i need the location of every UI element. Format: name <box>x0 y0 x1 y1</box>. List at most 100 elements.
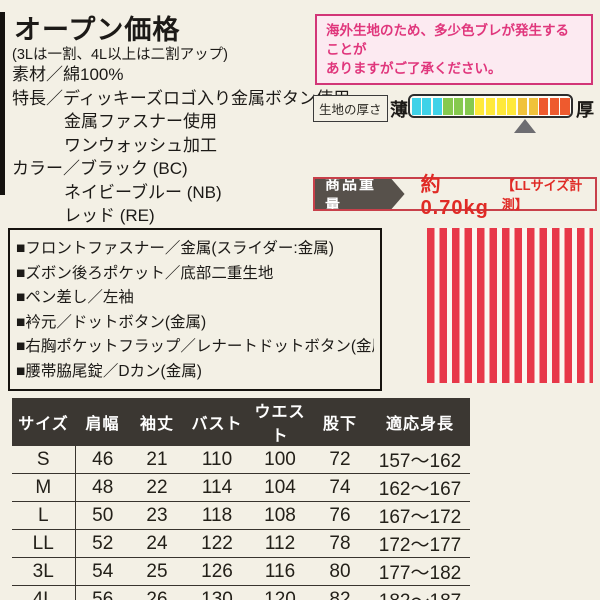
color-variation-notice-box: 海外生地のため、多少色ブレが発生することが ありますがご了承ください。 <box>315 14 593 85</box>
table-cell: M <box>12 473 76 502</box>
table-cell: 110 <box>184 446 250 474</box>
table-cell: 112 <box>250 529 310 558</box>
table-row: LL 52 24 122 112 78 172～177 <box>12 529 470 558</box>
table-row: M 48 22 114 104 74 162～167 <box>12 473 470 502</box>
thin-label: 薄 <box>390 100 408 120</box>
table-cell: 25 <box>130 557 184 586</box>
thickness-segment <box>528 97 538 115</box>
table-cell: 24 <box>130 529 184 558</box>
table-cell: 130 <box>184 585 250 600</box>
table-cell: LL <box>12 529 76 558</box>
weight-value: 約0.70kg <box>420 174 489 219</box>
table-cell: 23 <box>130 501 184 530</box>
table-header-cell: 袖丈 <box>130 398 184 446</box>
table-cell: 177～182 <box>370 557 470 586</box>
table-cell: L <box>12 501 76 530</box>
weight-note: 【LLサイズ計測】 <box>501 178 583 212</box>
thickness-segment <box>496 97 506 115</box>
notice-line-2: ありますがご了承ください。 <box>326 61 502 76</box>
left-accent-bar <box>0 12 5 195</box>
thickness-segment <box>443 97 453 115</box>
thickness-segment <box>507 97 517 115</box>
fabric-thickness-label: 生地の厚さ <box>313 95 388 122</box>
price-title: オープン価格 <box>14 15 181 45</box>
table-row: L 50 23 118 108 76 167～172 <box>12 501 470 530</box>
table-cell: 48 <box>75 473 130 502</box>
table-cell: 157～162 <box>370 446 470 474</box>
table-cell: 3L <box>12 557 76 586</box>
thickness-segment <box>432 97 442 115</box>
table-cell: 122 <box>184 529 250 558</box>
feature-item: ■右胸ポケットフラップ／レナートドットボタン(金属) <box>16 338 374 356</box>
spec-line-feature2: 金属ファスナー使用 <box>64 112 217 131</box>
table-cell: 114 <box>184 473 250 502</box>
table-cell: 167～172 <box>370 501 470 530</box>
table-cell: 50 <box>75 501 130 530</box>
table-cell: 21 <box>130 446 184 474</box>
table-cell: 120 <box>250 585 310 600</box>
thickness-segment <box>549 97 559 115</box>
table-cell: 22 <box>130 473 184 502</box>
feature-list-box: ■フロントファスナー／金属(スライダー:金属) ■ズボン後ろポケット／底部二重生… <box>8 228 382 391</box>
feature-item: ■腰帯脇尾錠／Dカン(金属) <box>16 362 202 380</box>
spec-line-feature3: ワンウォッシュ加工 <box>64 135 217 155</box>
table-cell: 74 <box>310 473 370 502</box>
fabric-swatch <box>427 228 593 383</box>
table-cell: 116 <box>250 557 310 586</box>
table-cell: 76 <box>310 501 370 530</box>
spec-line-color3: レッド (RE) <box>64 206 155 225</box>
weight-label-badge: 商品重量 <box>315 179 405 209</box>
table-cell: 26 <box>130 585 184 600</box>
thickness-segment <box>411 97 421 115</box>
feature-item: ■ペン差し／左袖 <box>16 289 134 307</box>
feature-item: ■フロントファスナー／金属(スライダー:金属) <box>16 240 334 257</box>
thickness-segment <box>539 97 549 115</box>
table-cell: 172～177 <box>370 529 470 558</box>
table-cell: 52 <box>75 529 130 558</box>
table-header-cell: 肩幅 <box>75 398 130 446</box>
thickness-segment <box>475 97 485 115</box>
thickness-segment <box>560 97 570 115</box>
table-cell: 118 <box>184 501 250 530</box>
notice-line-1: 海外生地のため、多少色ブレが発生することが <box>326 23 569 57</box>
table-cell: 126 <box>184 557 250 586</box>
table-cell: 100 <box>250 446 310 474</box>
table-cell: S <box>12 446 76 474</box>
thickness-segment <box>517 97 528 115</box>
table-cell: 56 <box>75 585 130 600</box>
table-cell: 104 <box>250 473 310 502</box>
thickness-segment <box>422 97 432 115</box>
table-row: S 46 21 110 100 72 157～162 <box>12 446 470 474</box>
table-header-row: サイズ 肩幅 袖丈 バスト ウエスト 股下 適応身長 <box>12 398 470 446</box>
spec-line-material: 素材／綿100% <box>12 65 124 84</box>
table-cell: 108 <box>250 501 310 530</box>
thickness-marker-icon <box>514 119 536 133</box>
table-cell: 182～187 <box>370 585 470 600</box>
table-header-cell: 適応身長 <box>370 398 470 446</box>
table-header-cell: 股下 <box>310 398 370 446</box>
table-row: 4L562613012082182～187 <box>12 585 470 600</box>
table-header-cell: ウエスト <box>250 398 310 446</box>
spec-line-color: カラー／ブラック (BC) <box>12 159 188 178</box>
table-cell: 54 <box>75 557 130 586</box>
table-cell: 72 <box>310 446 370 474</box>
thickness-segment <box>454 97 464 115</box>
table-cell: 78 <box>310 529 370 558</box>
table-cell: 162～167 <box>370 473 470 502</box>
table-cell: 4L <box>12 585 76 600</box>
thickness-gauge-bar <box>408 94 573 118</box>
feature-item: ■ズボン後ろポケット／底部二重生地 <box>16 264 274 282</box>
thickness-segment <box>464 97 474 115</box>
table-row: 3L 54 25 126 116 80 177～182 <box>12 557 470 586</box>
table-header-cell: バスト <box>184 398 250 446</box>
table-header-cell: サイズ <box>12 398 75 446</box>
price-note: (3Lは一割、4L以上は二割アップ) <box>12 47 228 63</box>
product-weight-box: 商品重量 約0.70kg 【LLサイズ計測】 <box>313 174 597 219</box>
spec-line-color2: ネイビーブルー (NB) <box>64 182 222 202</box>
feature-item: ■衿元／ドットボタン(金属) <box>16 313 207 331</box>
spec-text-block: 素材／綿100% 特長／ディッキーズロゴ入り金属ボタン使用 金属ファスナー使用 … <box>12 63 350 228</box>
table-cell: 46 <box>75 446 130 474</box>
size-table: サイズ 肩幅 袖丈 バスト ウエスト 股下 適応身長 S 46 21 110 100 72 157～162… <box>12 398 470 600</box>
spec-line-feature: 特長／ディッキーズロゴ入り金属ボタン使用 <box>12 88 350 108</box>
